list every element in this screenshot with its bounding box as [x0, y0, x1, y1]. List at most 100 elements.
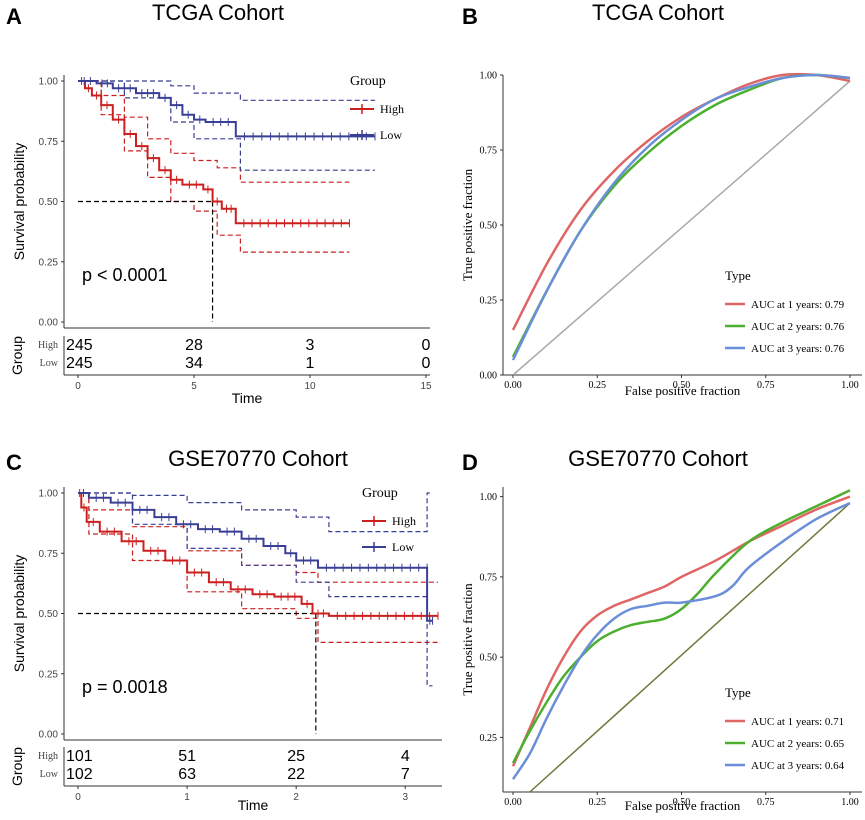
risk-count: 63 — [178, 766, 196, 783]
risk-count: 0 — [422, 355, 431, 372]
y-tick-label: 0.00 — [39, 730, 59, 741]
x-axis-title: False positive fraction — [625, 383, 741, 398]
x-tick-label: 0.50 — [673, 797, 691, 808]
y-tick-label: 0.50 — [39, 197, 59, 208]
y-tick-label: 0.25 — [39, 257, 59, 268]
risk-count: 101 — [66, 748, 93, 765]
risk-count: 34 — [185, 355, 203, 372]
y-tick-label: 0.75 — [480, 572, 498, 583]
legend-label-low: Low — [392, 540, 414, 554]
roc-curve-1 — [511, 495, 851, 767]
y-tick-label: 0.25 — [39, 669, 59, 680]
y-tick-label: 0.00 — [39, 318, 59, 329]
risk-count: 4 — [401, 748, 410, 765]
legend-label-2: AUC at 2 years: 0.76 — [751, 321, 845, 333]
legend-label-high: High — [380, 102, 404, 116]
legend-title: Type — [725, 685, 751, 700]
panel-letter-b: B — [462, 4, 478, 29]
y-tick-label: 1.00 — [39, 489, 59, 500]
y-tick-label: 0.75 — [39, 549, 59, 560]
risk-count: 7 — [401, 766, 410, 783]
risk-row-label: High — [38, 751, 58, 762]
y-tick-label: 1.00 — [480, 71, 498, 82]
diagonal-reference-line — [529, 502, 851, 793]
x-axis-title: Time — [238, 797, 269, 813]
legend-label-1: AUC at 1 years: 0.71 — [751, 716, 844, 728]
p-value: p < 0.0001 — [82, 265, 168, 285]
y-tick-label: 0.50 — [39, 609, 59, 620]
risk-count: 245 — [66, 355, 93, 372]
risk-table-title: Group — [9, 336, 25, 375]
y-tick-label: 0.25 — [480, 733, 498, 744]
x-tick-label: 3 — [402, 792, 408, 803]
risk-row-label: Low — [40, 769, 59, 780]
x-tick-label: 2 — [293, 792, 299, 803]
survival-curve-low — [78, 492, 433, 622]
legend-title: Type — [725, 268, 751, 283]
panel-title-b: TCGA Cohort — [592, 0, 724, 25]
roc-curve-3 — [511, 501, 851, 780]
x-tick-label: 0.50 — [673, 380, 691, 391]
y-axis-title: True positive fraction — [460, 168, 475, 281]
risk-count: 102 — [66, 766, 93, 783]
x-tick-label: 0.75 — [757, 380, 775, 391]
x-tick-label: 1.00 — [841, 797, 859, 808]
x-tick-label: 1.00 — [841, 380, 859, 391]
x-tick-label: 0.00 — [504, 380, 522, 391]
risk-count: 22 — [287, 766, 305, 783]
legend-label-high: High — [392, 514, 416, 528]
risk-count: 0 — [422, 337, 431, 354]
panel-letter-c: C — [6, 450, 22, 475]
risk-count: 3 — [306, 337, 315, 354]
ci-lower-low — [78, 492, 433, 687]
y-axis-title: Survival probability — [11, 555, 27, 673]
ci-lower-high — [78, 492, 438, 643]
x-tick-label: 0 — [75, 381, 81, 392]
x-tick-label: 10 — [304, 381, 316, 392]
y-tick-label: 0.50 — [480, 221, 498, 232]
ci-lower-low — [78, 80, 375, 171]
roc-curve-2 — [511, 489, 851, 764]
legend-title: Group — [350, 74, 386, 89]
legend-label-3: AUC at 3 years: 0.76 — [751, 343, 845, 355]
legend-label-1: AUC at 1 years: 0.79 — [751, 299, 845, 311]
x-tick-label: 0 — [75, 792, 81, 803]
x-tick-label: 5 — [191, 381, 197, 392]
x-tick-label: 0.00 — [504, 797, 522, 808]
panel-title-c: GSE70770 Cohort — [168, 446, 348, 471]
y-tick-label: 0.75 — [39, 137, 59, 148]
x-axis-title: False positive fraction — [625, 798, 741, 813]
legend-label-low: Low — [380, 128, 402, 142]
diagonal-reference-line — [512, 80, 851, 376]
risk-count: 51 — [178, 748, 196, 765]
y-tick-label: 0.25 — [480, 296, 498, 307]
risk-count: 28 — [185, 337, 203, 354]
legend-label-2: AUC at 2 years: 0.65 — [751, 738, 845, 750]
risk-count: 1 — [306, 355, 315, 372]
ci-upper-high — [78, 80, 350, 183]
legend-label-3: AUC at 3 years: 0.64 — [751, 760, 845, 772]
risk-row-label: High — [38, 340, 58, 351]
roc-curve-1 — [511, 72, 851, 331]
x-tick-label: 1 — [184, 792, 190, 803]
y-tick-label: 0.00 — [480, 371, 498, 382]
y-tick-label: 0.75 — [480, 146, 498, 157]
risk-table-title: Group — [9, 747, 25, 786]
risk-row-label: Low — [40, 358, 59, 369]
y-tick-label: 0.50 — [480, 653, 498, 664]
km-chart-tcga: 0.00 0.25 0.50 0.75 1.00 Survival probability… — [9, 74, 432, 406]
y-axis-title: Survival probability — [11, 143, 27, 261]
survival-curve-low — [78, 80, 375, 138]
ci-upper-high — [78, 492, 438, 583]
panel-letter-a: A — [6, 4, 22, 29]
panel-title-a: TCGA Cohort — [152, 0, 284, 25]
x-tick-label: 15 — [420, 381, 432, 392]
roc-chart-tcga: 0.00 0.25 0.50 0.75 1.00 0.00 0.25 0.50 0.75 1.00… — [460, 71, 862, 398]
risk-count: 25 — [287, 748, 305, 765]
y-tick-label: 1.00 — [480, 492, 498, 503]
p-value: p = 0.0018 — [82, 677, 168, 697]
legend-title: Group — [362, 486, 398, 501]
panel-letter-d: D — [462, 450, 478, 475]
km-chart-gse70770: 0.00 0.25 0.50 0.75 1.00 Survival probability… — [9, 486, 442, 813]
